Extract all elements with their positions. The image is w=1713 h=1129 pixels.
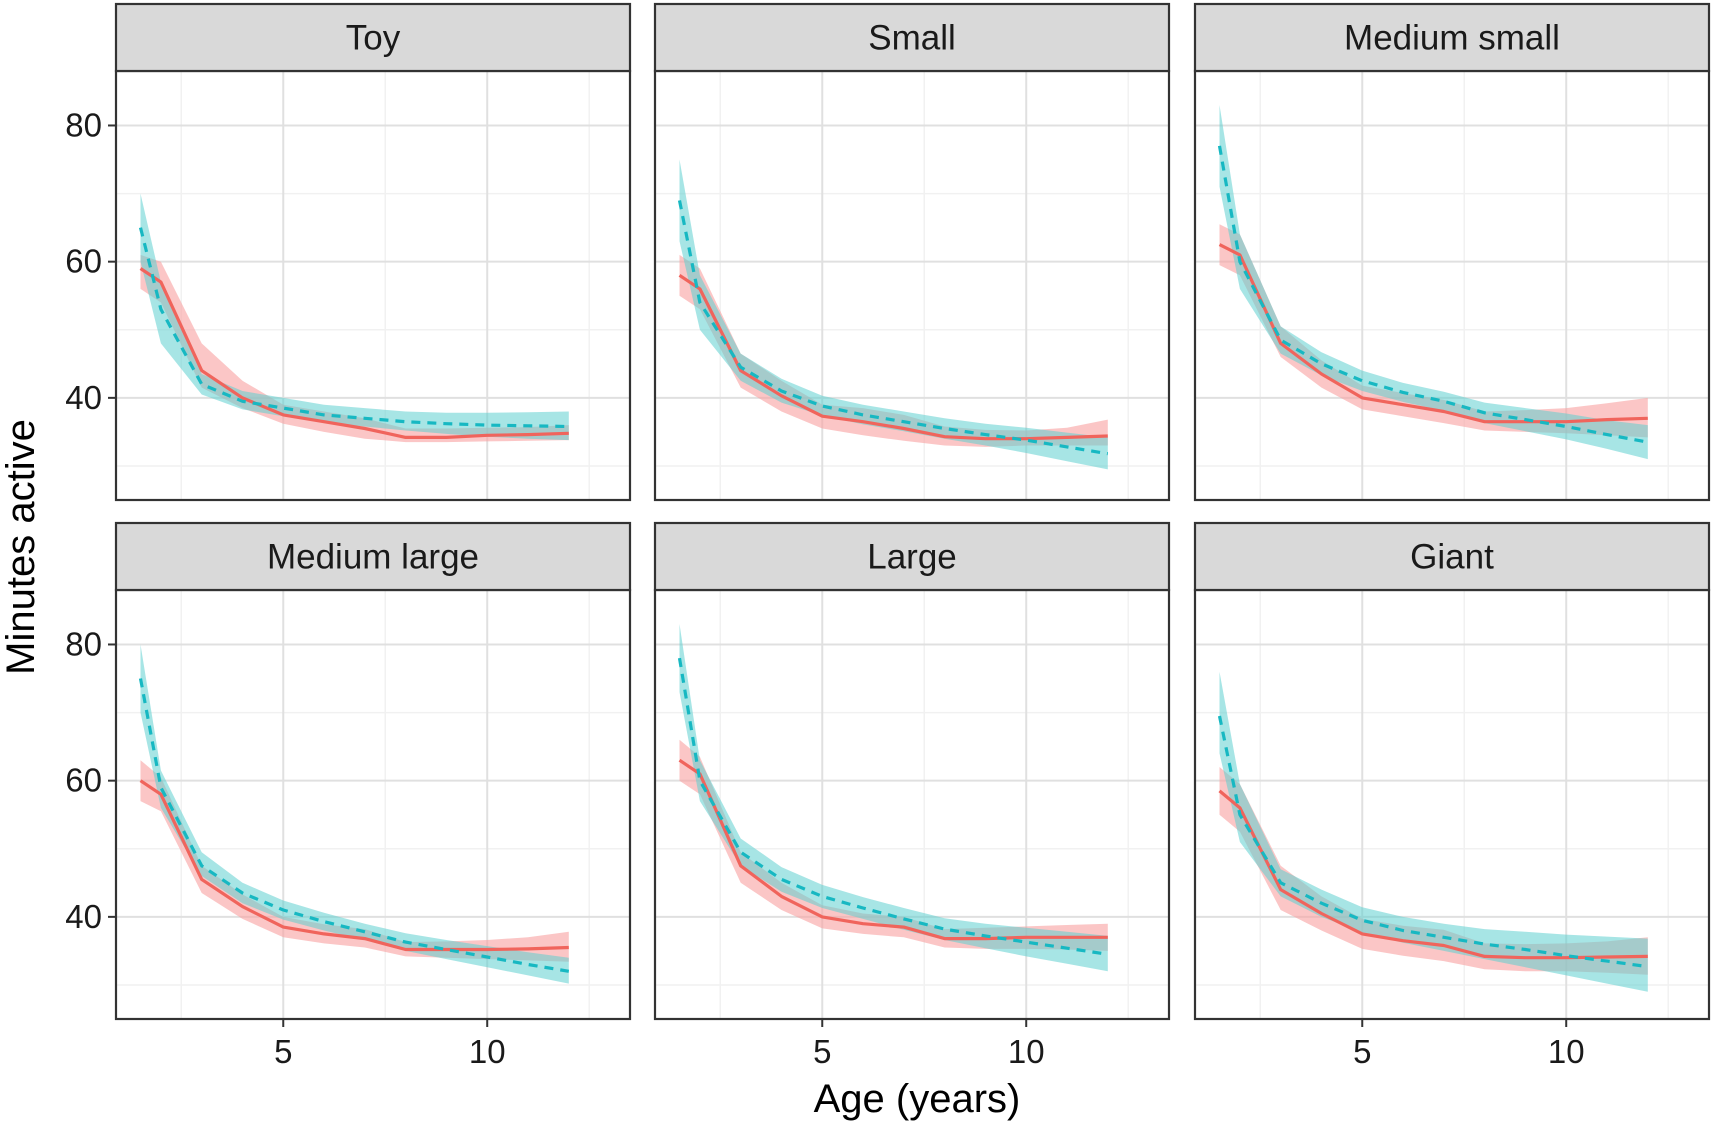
facet-strip: [1193, 521, 1711, 592]
facet-strip: [114, 521, 632, 592]
series-line-fitted: [1217, 715, 1649, 969]
series-line-fitted: [138, 678, 570, 973]
facet-strip-label: Small: [868, 19, 956, 58]
confidence-band-fitted: [140, 193, 569, 441]
panel-medium-small: Medium small: [1193, 2, 1711, 502]
facet-strip: [1193, 2, 1711, 73]
panel-toy: Toy: [114, 2, 632, 502]
confidence-band-fitted: [1219, 105, 1648, 460]
confidence-band-fitted: [679, 624, 1108, 972]
x-tick-label: 5: [813, 1033, 831, 1070]
facet-strip-label: Medium large: [267, 538, 479, 577]
panel-medium-large: Medium large: [114, 521, 632, 1021]
y-axis-title: Minutes active: [0, 419, 43, 675]
facet-strip: [653, 521, 1171, 592]
facet-strip: [114, 2, 632, 73]
y-tick-label: 80: [65, 106, 102, 143]
facet-strip: [653, 2, 1171, 73]
y-tick-label: 40: [65, 379, 102, 416]
y-tick-label: 80: [65, 625, 102, 662]
confidence-band-observed: [1219, 767, 1648, 975]
axis-ticks-layer: 40 60 80 40 60 80 5 10 5 10 5 10: [65, 106, 1584, 1070]
confidence-band-observed: [1219, 224, 1648, 438]
series-line-fitted: [677, 657, 1109, 956]
x-tick-label: 10: [1008, 1033, 1045, 1070]
x-axis-title: Age (years): [814, 1077, 1021, 1121]
confidence-band-fitted: [1219, 671, 1648, 992]
confidence-band-observed: [140, 760, 569, 962]
x-tick-label: 5: [274, 1033, 292, 1070]
series-line-observed: [139, 779, 569, 952]
series-line-fitted: [138, 227, 569, 429]
confidence-band-fitted: [140, 644, 569, 984]
facet-strip-label: Toy: [346, 19, 401, 58]
series-line-fitted: [1217, 145, 1649, 444]
series-line-observed: [678, 758, 1108, 941]
panels-layer: Toy Small Medium small Medium large Large Gia…: [114, 2, 1711, 1021]
series-line-observed: [139, 267, 569, 439]
panel-giant: Giant: [1193, 521, 1711, 1021]
facet-strip-label: Medium small: [1344, 19, 1560, 58]
facet-strip-label: Giant: [1410, 538, 1494, 577]
series-line-fitted: [677, 200, 1109, 456]
panel-large: Large: [653, 521, 1171, 1021]
facet-strip-label: Large: [867, 538, 957, 577]
panel-small: Small: [653, 2, 1171, 502]
x-tick-label: 10: [1548, 1033, 1585, 1070]
x-tick-label: 10: [469, 1033, 506, 1070]
x-tick-label: 5: [1353, 1033, 1371, 1070]
y-tick-label: 40: [65, 898, 102, 935]
y-tick-label: 60: [65, 762, 102, 799]
y-tick-label: 60: [65, 243, 102, 280]
